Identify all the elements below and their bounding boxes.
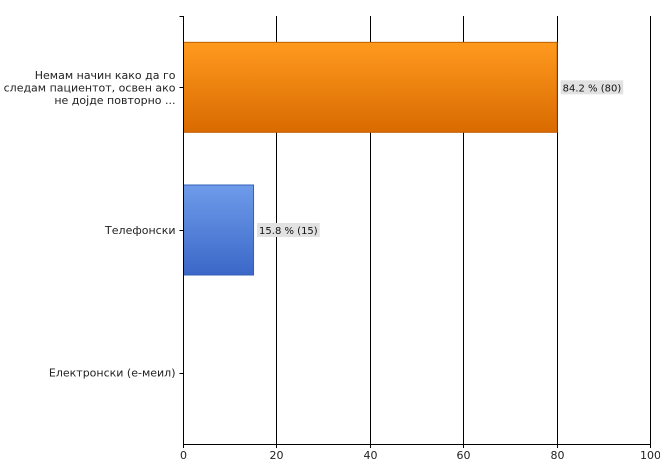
x-tick-label-20: 20: [270, 449, 284, 462]
category-label-2-0: Електронски (е-меил): [49, 367, 176, 380]
x-tick-label-40: 40: [364, 449, 378, 462]
data-label-bg-1: [257, 223, 320, 237]
x-tick-label-0: 0: [180, 449, 187, 462]
x-tick-label-100: 100: [640, 449, 660, 462]
axes: [179, 16, 651, 448]
labels: 0 20 40 60 80 100 Немам начин како да госледам…: [4, 69, 660, 462]
category-label-0-2: не дојде повторно ...: [54, 94, 175, 107]
data-label-bg-0: [560, 80, 624, 95]
data-label-1: 15.8 % (15): [259, 226, 318, 237]
bar-1: [183, 184, 255, 276]
x-tick-label-80: 80: [551, 449, 565, 462]
category-label-0-1: следам пациентот, освен ако: [4, 81, 176, 94]
x-tick-label-60: 60: [457, 449, 471, 462]
data-label-0: 84.2 % (80): [563, 83, 622, 94]
category-label-1-0: Телефонски: [104, 224, 175, 237]
bar-0: [183, 41, 558, 133]
category-label-0-0: Немам начин како да го: [35, 69, 176, 82]
